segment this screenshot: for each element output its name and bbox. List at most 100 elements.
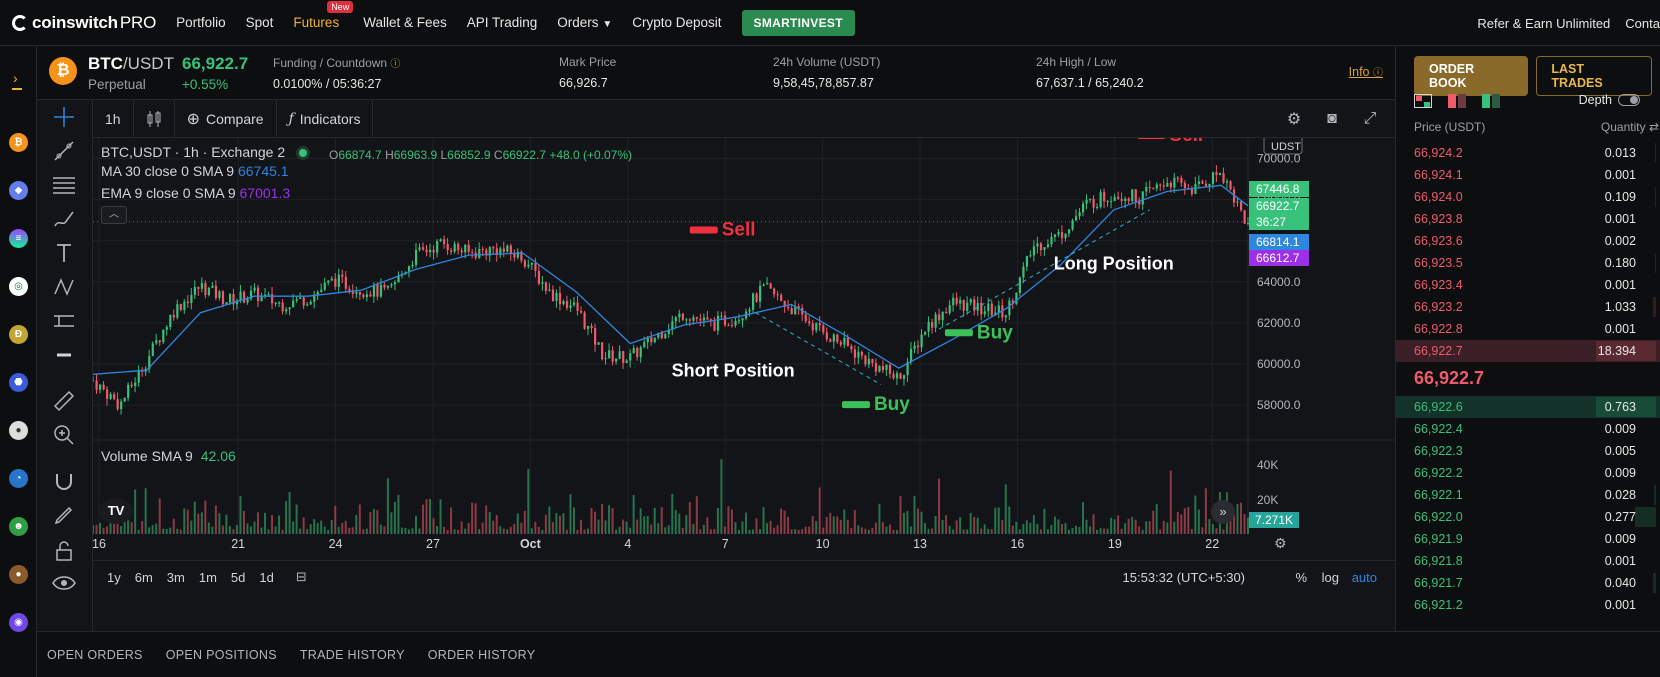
nav-api-trading[interactable]: API Trading <box>466 15 538 30</box>
ask-row[interactable]: 66,923.6 0.002 <box>1396 230 1660 252</box>
coin-icon-4[interactable]: ◎ <box>9 277 28 296</box>
btc-coin-icon[interactable]: ₿ <box>9 133 28 152</box>
coin-icon-11[interactable]: ◉ <box>9 613 28 632</box>
coinswitch-logo[interactable]: coinswitch PRO <box>12 13 156 33</box>
candle-body <box>372 284 376 297</box>
ask-row[interactable]: 66,923.5 0.180 <box>1396 252 1660 274</box>
magnet-icon[interactable] <box>51 468 77 494</box>
bid-row[interactable]: 66,921.8 0.001 <box>1396 550 1660 572</box>
settings-gear-icon[interactable]: ⚙ <box>1286 111 1302 128</box>
bid-row[interactable]: 66,922.2 0.009 <box>1396 462 1660 484</box>
bid-row[interactable]: 66,922.6 0.763 <box>1396 396 1660 418</box>
tab-order-book[interactable]: ORDER BOOK <box>1414 56 1529 96</box>
ema-legend[interactable]: EMA 9 close 0 SMA 9 67001.3 <box>101 185 290 201</box>
ask-row[interactable]: 66,923.2 1.033 <box>1396 296 1660 318</box>
ask-row[interactable]: 66,923.8 0.001 <box>1396 208 1660 230</box>
crosshair-icon[interactable] <box>51 104 77 130</box>
coin-icon-6[interactable]: ⬣ <box>9 373 28 392</box>
ask-row[interactable]: 66,924.1 0.001 <box>1396 164 1660 186</box>
percent-toggle[interactable]: % <box>1295 569 1307 585</box>
ruler-icon[interactable] <box>51 388 77 414</box>
smartinvest-button[interactable]: SMARTINVEST <box>741 9 855 36</box>
ask-row[interactable]: 66,924.0 0.109 <box>1396 186 1660 208</box>
view-asks-icon[interactable] <box>1448 94 1466 108</box>
chart-svg[interactable]: 58000.060000.062000.064000.066000.068000… <box>93 138 1395 560</box>
tab-trade-history[interactable]: TRADE HISTORY <box>299 647 405 662</box>
compare-button[interactable]: ⊕ Compare <box>175 99 277 138</box>
range-6m[interactable]: 6m <box>134 569 153 585</box>
tab-open-orders[interactable]: OPEN ORDERS <box>47 647 143 662</box>
bid-row[interactable]: 66,921.9 0.009 <box>1396 528 1660 550</box>
bid-row[interactable]: 66,921.2 0.001 <box>1396 594 1660 616</box>
scroll-right-icon[interactable]: » <box>1211 500 1235 524</box>
bid-row[interactable]: 66,922.4 0.009 <box>1396 418 1660 440</box>
expand-sidebar-icon[interactable]: › <box>13 70 18 86</box>
eth-coin-icon[interactable]: ◆ <box>9 181 28 200</box>
fullscreen-icon[interactable]: ⤢ <box>1363 110 1377 127</box>
bid-row[interactable]: 66,922.0 0.277 <box>1396 506 1660 528</box>
doge-coin-icon[interactable]: Ð <box>9 325 28 344</box>
bid-row[interactable]: 66,921.7 0.040 <box>1396 572 1660 594</box>
coin-icon-7[interactable]: ● <box>9 421 28 440</box>
range-1y[interactable]: 1y <box>107 569 121 585</box>
bid-row[interactable]: 66,922.3 0.005 <box>1396 440 1660 462</box>
coin-icon-8[interactable]: ◔ <box>9 469 28 488</box>
indicators-button[interactable]: ƒ Indicators <box>277 99 374 138</box>
volume-legend[interactable]: Volume SMA 9 42.06 <box>101 448 236 464</box>
collapse-legend-icon[interactable]: ︿ <box>101 206 127 224</box>
view-bids-icon[interactable] <box>1482 94 1500 108</box>
nav-orders[interactable]: Orders ▼ <box>557 15 612 30</box>
chart-clock[interactable]: 15:53:32 (UTC+5:30) <box>1122 569 1245 585</box>
sol-coin-icon[interactable]: ≡ <box>9 229 28 248</box>
ask-row[interactable]: 66,922.8 0.001 <box>1396 318 1660 340</box>
date-range-icon[interactable]: ⊟ <box>295 569 307 584</box>
candle-type-icon[interactable] <box>134 99 175 138</box>
interval-button[interactable]: 1h <box>93 99 134 138</box>
refer-earn-link[interactable]: Refer & Earn Unlimited <box>1477 15 1611 31</box>
tab-order-history[interactable]: ORDER HISTORY <box>427 647 536 662</box>
view-both-icon[interactable] <box>1414 94 1432 108</box>
minus-icon[interactable] <box>51 342 77 368</box>
fib-lines-icon[interactable] <box>51 172 77 198</box>
pattern-icon[interactable] <box>51 274 77 300</box>
log-toggle[interactable]: log <box>1321 569 1339 585</box>
range-3m[interactable]: 3m <box>166 569 185 585</box>
nav-spot[interactable]: Spot <box>245 15 274 30</box>
tab-last-trades[interactable]: LAST TRADES <box>1536 56 1652 96</box>
ask-row[interactable]: 66,924.2 0.013 <box>1396 142 1660 164</box>
nav-wallet-fees[interactable]: Wallet & Fees <box>363 15 447 30</box>
range-1m[interactable]: 1m <box>198 569 217 585</box>
nav-futures[interactable]: Futures New <box>293 1 354 30</box>
pair-selector[interactable]: BTC/USDT <box>88 54 174 74</box>
coin-icon-10[interactable]: ● <box>9 565 28 584</box>
zoom-in-icon[interactable] <box>51 422 77 448</box>
ask-row[interactable]: 66,923.4 0.001 <box>1396 274 1660 296</box>
lock-pencil-icon[interactable] <box>51 502 77 528</box>
camera-icon[interactable]: ◙ <box>1327 110 1337 127</box>
lock-icon[interactable] <box>51 538 77 564</box>
ma-legend[interactable]: MA 30 close 0 SMA 9 66745.1 <box>101 163 289 179</box>
chart-plot[interactable]: 58000.060000.062000.064000.066000.068000… <box>93 138 1395 631</box>
tradingview-logo-icon[interactable]: TV <box>99 498 133 524</box>
bid-row[interactable]: 66,922.1 0.028 <box>1396 484 1660 506</box>
trendline-icon[interactable] <box>51 138 77 164</box>
ask-row[interactable]: 66,922.7 18.394 <box>1396 340 1660 362</box>
pepe-coin-icon[interactable]: ☻ <box>9 517 28 536</box>
currency-tag[interactable] <box>1263 138 1303 155</box>
brush-icon[interactable] <box>51 206 77 232</box>
depth-toggle[interactable]: Depth <box>1579 93 1640 107</box>
text-tool-icon[interactable] <box>51 240 77 266</box>
axis-settings-icon[interactable]: ⚙ <box>1274 536 1287 552</box>
nav-portfolio[interactable]: Portfolio <box>176 15 226 30</box>
info-circle-icon[interactable]: ⓘ <box>390 59 401 70</box>
tab-open-positions[interactable]: OPEN POSITIONS <box>165 647 277 662</box>
eye-icon[interactable] <box>51 570 77 596</box>
range-5d[interactable]: 5d <box>230 569 246 585</box>
auto-toggle[interactable]: auto <box>1351 569 1377 585</box>
prediction-icon[interactable] <box>51 308 77 334</box>
quantity-header[interactable]: Quantity ⇄ <box>1601 120 1659 134</box>
nav-crypto-deposit[interactable]: Crypto Deposit <box>632 15 722 30</box>
range-1d[interactable]: 1d <box>259 569 274 585</box>
contact-link[interactable]: Conta <box>1625 15 1660 31</box>
info-link[interactable]: Info ⓘ <box>1349 64 1383 79</box>
